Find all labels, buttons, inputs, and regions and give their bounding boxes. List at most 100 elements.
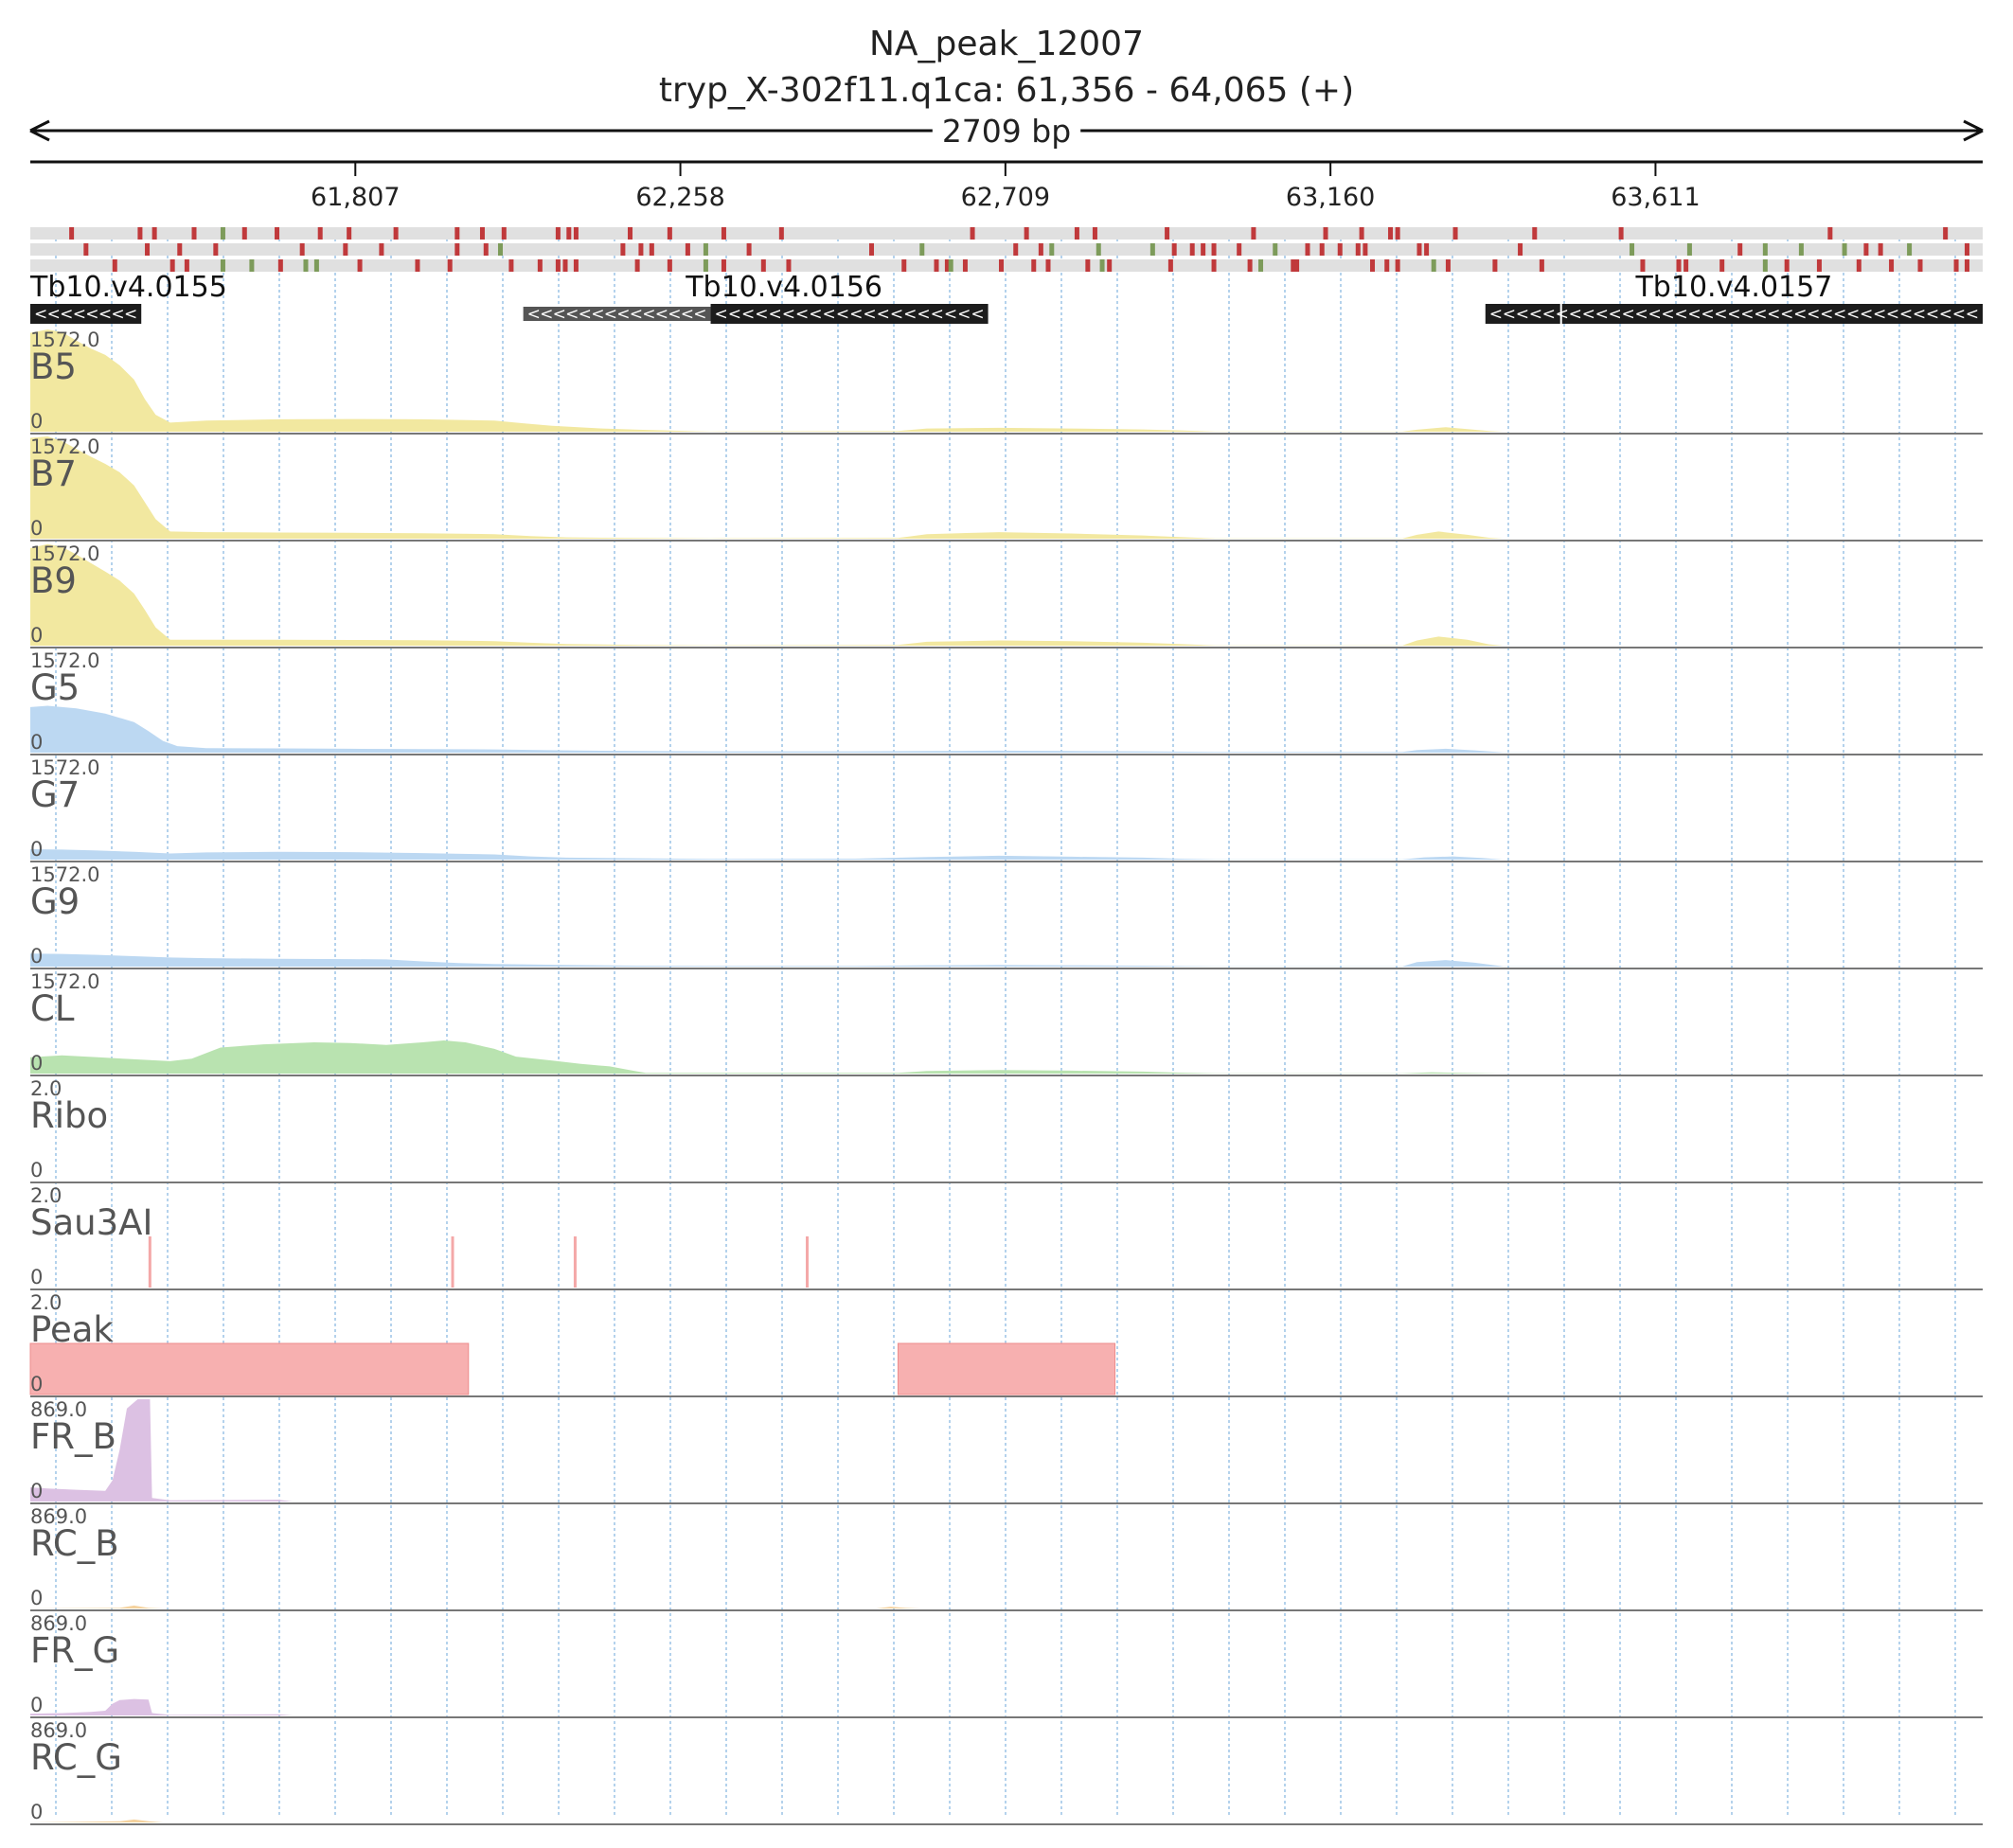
track-max-label: 1572.0 <box>30 542 99 565</box>
strand-chevrons-icon: <<<<<<<<<<<<<< <box>527 305 707 324</box>
site-mark <box>451 1236 454 1288</box>
track-label: RC_B <box>30 1523 119 1564</box>
variant-mark <box>1630 243 1635 256</box>
variant-mark <box>746 243 752 256</box>
variant-mark <box>1211 243 1217 256</box>
track-max-label: 1572.0 <box>30 863 99 886</box>
variant-mark <box>1319 243 1325 256</box>
track-label: B5 <box>30 346 77 387</box>
variant-mark <box>1842 243 1847 256</box>
variant-mark <box>379 243 384 256</box>
track-label: Sau3AI <box>30 1202 152 1243</box>
variant-mark <box>249 259 255 272</box>
variant-mark <box>1964 243 1969 256</box>
track-max-label: 1572.0 <box>30 329 99 351</box>
track-label: G7 <box>30 774 80 815</box>
variant-mark <box>1149 243 1155 256</box>
track-rc_g: 869.0RC_G 0 <box>30 1719 1983 1825</box>
variant-mark <box>786 259 792 272</box>
variant-row-bg <box>30 227 1983 240</box>
coordinate-ticks: 61,807 62,258 62,709 63,160 63,611 <box>311 162 1701 212</box>
variant-mark <box>1049 243 1055 256</box>
variant-mark <box>919 243 925 256</box>
variant-mark <box>1953 259 1959 272</box>
span-arrow-right-icon <box>1963 119 1984 142</box>
variant-mark <box>1452 227 1458 240</box>
coverage-area <box>30 849 1983 860</box>
variant-mark <box>1323 227 1328 240</box>
gene-label: Tb10.v4.0157 <box>1634 271 1832 304</box>
coverage-area <box>30 1819 1983 1822</box>
variant-mark <box>1943 227 1949 240</box>
track-max-label: 1572.0 <box>30 435 99 458</box>
variant-mark <box>1363 243 1368 256</box>
variant-mark <box>497 243 503 256</box>
variant-mark <box>948 259 953 272</box>
track-label: FR_B <box>30 1416 116 1457</box>
variant-mark <box>1337 243 1343 256</box>
track-label: CL <box>30 988 75 1029</box>
variant-mark <box>112 259 117 272</box>
variant-mark <box>454 227 460 240</box>
variant-mark <box>1762 243 1768 256</box>
variant-mark <box>1107 259 1113 272</box>
variant-mark <box>566 227 572 240</box>
axis-tick-label: 63,611 <box>1611 183 1700 212</box>
track-cl: 1572.0CL 0 <box>30 970 1983 1076</box>
variant-mark <box>944 259 950 272</box>
track-max-label: 1572.0 <box>30 649 99 672</box>
variant-mark <box>970 227 975 240</box>
variant-mark <box>1683 259 1689 272</box>
track-max-label: 869.0 <box>30 1505 87 1528</box>
variant-mark <box>69 227 75 240</box>
peak-block <box>897 1342 1116 1395</box>
variant-mark <box>962 259 968 272</box>
variant-mark <box>1917 259 1923 272</box>
variant-mark <box>1237 243 1242 256</box>
track-min-label: 0 <box>30 624 43 647</box>
variant-mark <box>1395 227 1400 240</box>
variant-mark <box>1798 243 1804 256</box>
variant-row-bg <box>30 243 1983 256</box>
track-label: B7 <box>30 453 77 494</box>
coverage-area <box>30 329 1983 432</box>
variant-mark <box>1784 259 1790 272</box>
track-max-label: 869.0 <box>30 1612 87 1635</box>
gene-body[interactable] <box>710 304 989 324</box>
variant-mark <box>1305 243 1310 256</box>
track-fr_b: 869.0FR_B 0 <box>30 1398 1983 1504</box>
variant-mark <box>1024 227 1029 240</box>
variant-mark <box>1686 243 1692 256</box>
coverage-area <box>30 436 1983 539</box>
track-g7: 1572.0G7 0 <box>30 756 1983 862</box>
variant-mark <box>177 243 183 256</box>
track-min-label: 0 <box>30 1480 43 1502</box>
track-b5: 1572.0B5 0 <box>30 329 1983 435</box>
variant-mark <box>721 259 726 272</box>
variant-mark <box>1045 259 1051 272</box>
variant-mark <box>1074 227 1079 240</box>
variant-mark <box>555 227 561 240</box>
variant-mark <box>1532 227 1538 240</box>
variant-mark <box>999 259 1005 272</box>
variant-mark <box>1171 243 1177 256</box>
track-b7: 1572.0B7 0 <box>30 435 1983 542</box>
gene-label: Tb10.v4.0156 <box>685 271 882 304</box>
variant-mark <box>1189 243 1195 256</box>
variant-mark <box>313 259 319 272</box>
variant-mark <box>275 227 280 240</box>
variant-mark <box>562 259 568 272</box>
site-mark <box>148 1236 151 1288</box>
variant-mark <box>145 243 151 256</box>
variant-mark <box>1431 259 1436 272</box>
variant-mark <box>299 243 305 256</box>
gene-body[interactable] <box>30 304 142 324</box>
variant-mark <box>83 243 89 256</box>
variant-mark <box>1640 259 1646 272</box>
variant-mark <box>479 227 485 240</box>
track-label: FR_G <box>30 1630 119 1671</box>
gene-body[interactable] <box>1485 304 1983 324</box>
